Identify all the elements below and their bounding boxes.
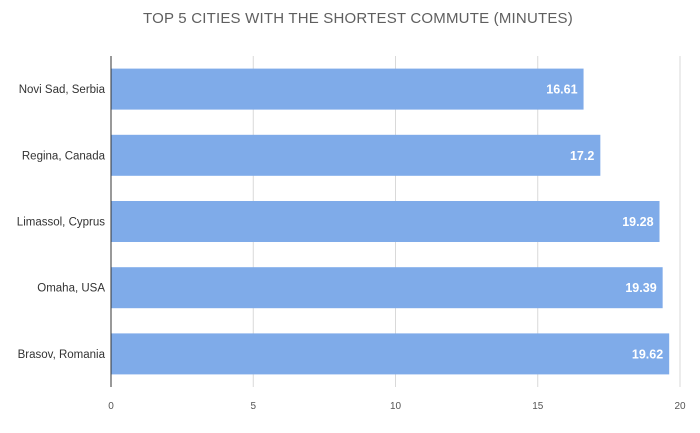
x-tick-label: 0 xyxy=(108,401,114,412)
chart-title: TOP 5 CITIES WITH THE SHORTEST COMMUTE (… xyxy=(143,10,573,27)
category-label: Novi Sad, Serbia xyxy=(19,84,106,96)
data-label: 17.2 xyxy=(570,149,594,163)
bar xyxy=(111,68,584,110)
bar xyxy=(111,333,670,375)
data-label: 16.61 xyxy=(546,83,577,97)
bars: 16.61 17.2 19.28 19.39 19.62 xyxy=(111,68,670,375)
x-tick-label: 10 xyxy=(390,401,402,412)
data-label: 19.39 xyxy=(625,281,656,295)
x-tick-label: 15 xyxy=(532,401,544,412)
data-label: 19.28 xyxy=(622,215,653,229)
category-label: Limassol, Cyprus xyxy=(17,217,105,229)
x-tick-label: 5 xyxy=(250,401,256,412)
x-tick-label: 20 xyxy=(674,401,686,412)
category-label: Omaha, USA xyxy=(37,283,105,295)
bar xyxy=(111,134,601,176)
category-labels: Novi Sad, Serbia Regina, Canada Limassol, … xyxy=(17,84,106,361)
bar xyxy=(111,267,663,309)
x-axis-ticks: 0 5 10 15 20 xyxy=(108,401,686,412)
bar xyxy=(111,201,660,242)
category-label: Brasov, Romania xyxy=(18,349,106,361)
data-label: 19.62 xyxy=(632,347,663,361)
category-label: Regina, Canada xyxy=(22,150,106,162)
